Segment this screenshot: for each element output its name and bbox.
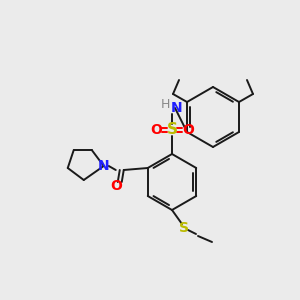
Text: O: O [110,179,122,193]
Text: O: O [182,123,194,137]
Text: H: H [160,98,170,112]
Text: N: N [171,101,183,115]
Text: S: S [179,221,189,235]
Text: N: N [98,159,109,173]
Text: O: O [150,123,162,137]
Text: S: S [167,122,178,137]
